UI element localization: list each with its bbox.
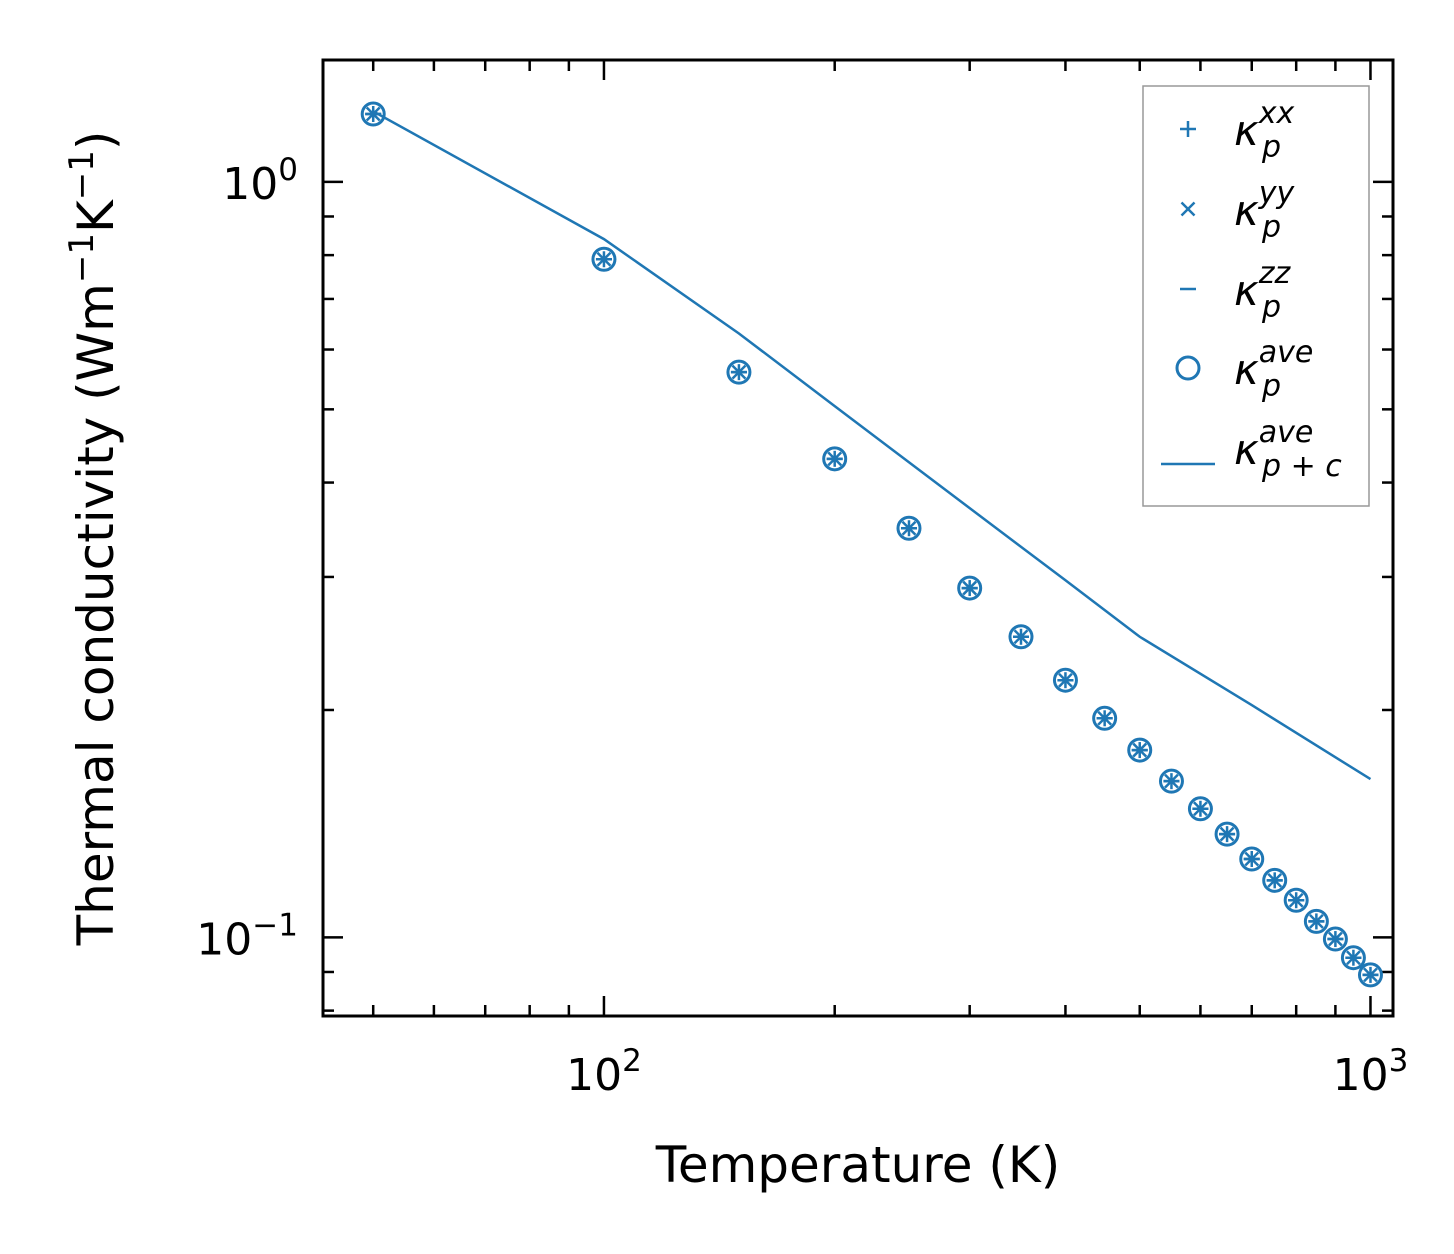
- series-kappa_pc_ave: [372, 110, 1372, 781]
- legend-label-main: κ: [1234, 106, 1259, 155]
- y-tick-exponent: −1: [252, 907, 298, 943]
- legend-label-sup: ave: [1259, 335, 1314, 370]
- data-point-kappa_p_ave: [1127, 737, 1153, 763]
- x-tick-label: 102: [566, 1043, 642, 1101]
- axis-ticks: [323, 60, 1393, 1016]
- legend-label-sub: p: [1261, 210, 1281, 245]
- legend-label-sub: p + c: [1261, 449, 1342, 484]
- data-point-kappa_p_ave: [1303, 908, 1329, 934]
- data-point-kappa_p_ave: [1092, 705, 1118, 731]
- data-point-kappa_p_ave: [1008, 624, 1034, 650]
- legend-label: κxx: [1234, 96, 1295, 155]
- y-tick-label: 100: [222, 152, 298, 210]
- legend-label-main: κ: [1234, 186, 1259, 235]
- legend-label-sup: zz: [1258, 256, 1292, 291]
- data-point-kappa_p_ave: [360, 101, 386, 127]
- data-point-kappa_p_ave: [1158, 768, 1184, 794]
- legend-label: κyy: [1234, 176, 1296, 235]
- y-tick-base: 10: [222, 159, 278, 210]
- plot-data: [360, 101, 1383, 988]
- legend-label-main: κ: [1234, 266, 1259, 315]
- legend-label-sub: p: [1261, 130, 1281, 165]
- x-tick-label: 103: [1333, 1043, 1409, 1101]
- y-tick-label: 10−1: [196, 907, 298, 965]
- y-axis-label-part-2: K: [67, 199, 125, 233]
- series-line-kappa_pc_ave: [372, 110, 1372, 781]
- legend-label-sub: p: [1261, 290, 1281, 325]
- y-axis-label-exp-1: −1: [62, 233, 102, 283]
- y-axis-label: Thermal conductivity (Wm−1K−1): [62, 131, 125, 947]
- data-point-kappa_p_ave: [1187, 796, 1213, 822]
- legend-label: κave: [1234, 335, 1313, 394]
- legend-label: κave: [1234, 415, 1313, 474]
- y-tick-base: 10: [196, 914, 252, 965]
- data-point-kappa_p_ave: [1214, 821, 1240, 847]
- x-tick-exponent: 3: [1389, 1043, 1409, 1079]
- data-point-kappa_p_ave: [726, 359, 752, 385]
- series-kappa_p_ave: [360, 101, 1383, 988]
- legend-label-sup: xx: [1258, 96, 1295, 131]
- y-axis-label-part-1: Thermal conductivity (Wm: [67, 283, 125, 946]
- y-tick-exponent: 0: [278, 152, 298, 188]
- legend-marker-icon: [1180, 121, 1196, 137]
- legend-marker-icon: [1180, 201, 1196, 217]
- legend-marker-icon-b: [1180, 201, 1196, 217]
- y-axis-label-part-3: ): [67, 131, 125, 151]
- legend-label-main: κ: [1234, 345, 1259, 394]
- data-point-kappa_p_ave: [1239, 846, 1265, 872]
- y-axis-label-exp-2: −1: [62, 150, 102, 200]
- plot-frame: [321, 58, 1395, 1018]
- x-tick-exponent: 2: [622, 1043, 642, 1079]
- legend-label-sup: ave: [1259, 415, 1314, 450]
- data-point-kappa_p_ave: [1052, 667, 1078, 693]
- legend-frame: [1142, 85, 1370, 507]
- legend-label-sup: yy: [1258, 176, 1296, 211]
- data-point-kappa_p_ave: [1357, 962, 1383, 988]
- data-point-kappa_p_ave: [591, 246, 617, 272]
- x-axis-label: Temperature (K): [655, 1136, 1060, 1194]
- data-point-kappa_p_ave: [1322, 926, 1348, 952]
- x-tick-base: 10: [1333, 1050, 1389, 1101]
- data-point-kappa_p_ave: [1283, 887, 1309, 913]
- data-point-kappa_p_ave: [1340, 945, 1366, 971]
- data-point-kappa_p_ave: [957, 575, 983, 601]
- legend-marker-icon: [1175, 355, 1201, 381]
- legend-label: κzz: [1234, 256, 1292, 315]
- data-point-kappa_p_ave: [1262, 867, 1288, 893]
- legend-label-sub: p: [1261, 369, 1281, 404]
- legend-label-main: κ: [1234, 425, 1259, 474]
- data-point-kappa_p_ave: [896, 515, 922, 541]
- x-tick-base: 10: [566, 1050, 622, 1101]
- data-point-kappa_p_ave: [822, 446, 848, 472]
